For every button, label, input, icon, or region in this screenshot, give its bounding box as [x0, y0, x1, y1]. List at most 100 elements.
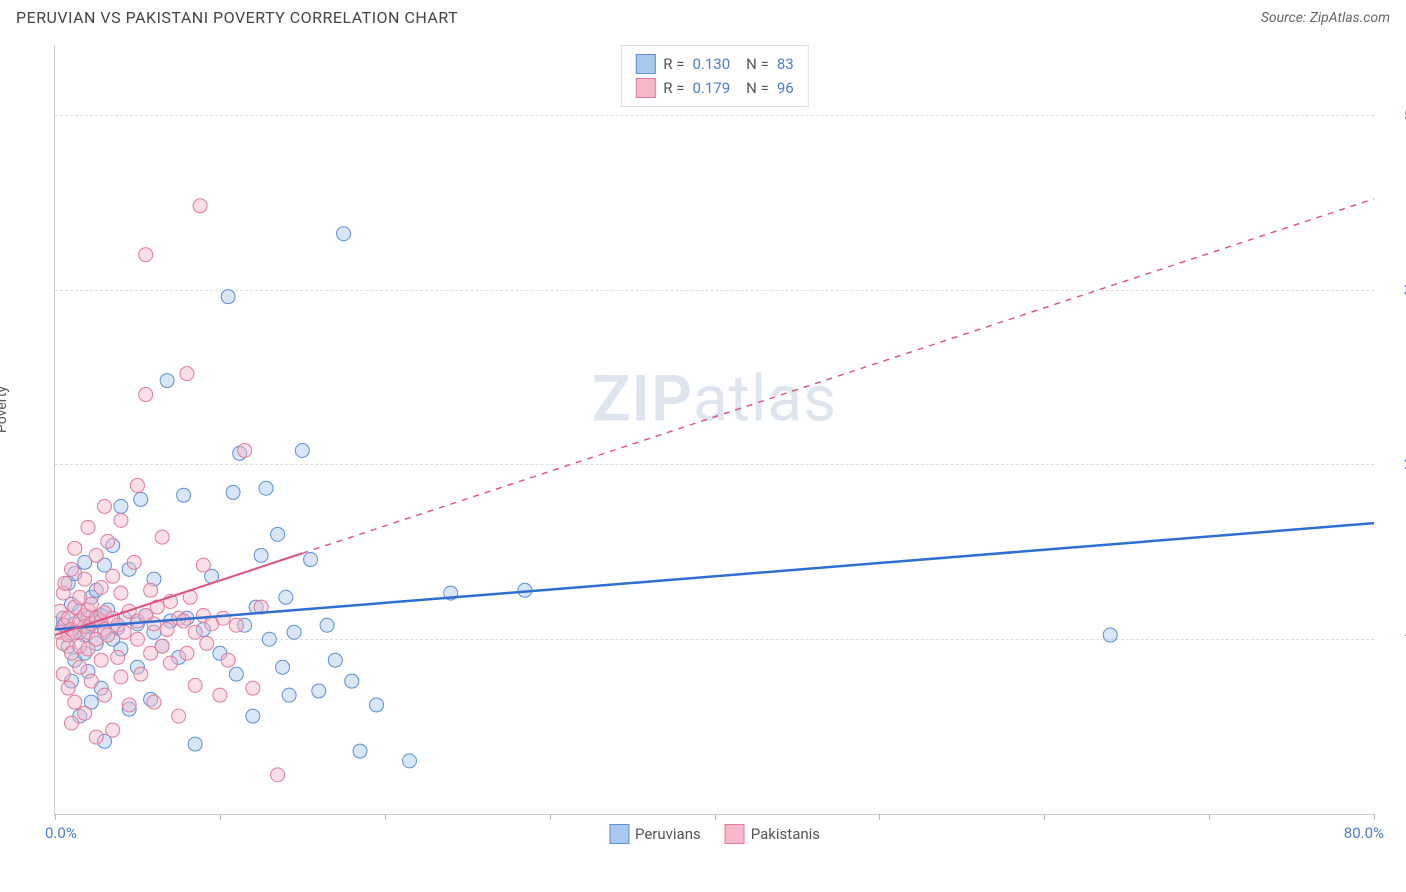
- y-tick-label: 25.0%: [1384, 455, 1406, 473]
- scatter-point: [58, 576, 72, 590]
- scatter-point: [134, 667, 148, 681]
- scatter-point: [320, 618, 334, 632]
- scatter-point: [188, 625, 202, 639]
- scatter-point: [279, 590, 293, 604]
- scatter-point: [134, 492, 148, 506]
- scatter-point: [111, 650, 125, 664]
- scatter-point: [304, 553, 318, 567]
- legend-item-2: Pakistanis: [725, 824, 820, 844]
- scatter-point: [213, 688, 227, 702]
- legend-series: Peruvians Pakistanis: [609, 824, 820, 844]
- scatter-point: [271, 768, 285, 782]
- scatter-point: [246, 681, 260, 695]
- scatter-point: [81, 520, 95, 534]
- scatter-point: [262, 632, 276, 646]
- scatter-point: [229, 618, 243, 632]
- scatter-point: [94, 580, 108, 594]
- scatter-point: [73, 660, 87, 674]
- scatter-point: [188, 678, 202, 692]
- scatter-point: [89, 548, 103, 562]
- scatter-point: [114, 499, 128, 513]
- scatter-point: [193, 199, 207, 213]
- scatter-point: [64, 716, 78, 730]
- trend-line: [55, 523, 1374, 629]
- x-tick: [715, 814, 716, 820]
- swatch-bottom-1: [609, 824, 629, 844]
- scatter-point: [78, 706, 92, 720]
- scatter-point: [312, 684, 326, 698]
- scatter-point: [188, 737, 202, 751]
- scatter-point: [177, 488, 191, 502]
- scatter-point: [127, 555, 141, 569]
- scatter-point: [122, 698, 136, 712]
- scatter-point: [353, 744, 367, 758]
- scatter-point: [337, 227, 351, 241]
- scatter-point: [160, 622, 174, 636]
- legend-row-1: R = 0.130 N = 83: [635, 52, 793, 76]
- scatter-point: [89, 730, 103, 744]
- plot-svg: [55, 45, 1374, 814]
- scatter-point: [106, 569, 120, 583]
- scatter-point: [144, 583, 158, 597]
- scatter-point: [130, 632, 144, 646]
- x-tick: [879, 814, 880, 820]
- x-max-label: 80.0%: [1344, 824, 1384, 842]
- scatter-point: [229, 667, 243, 681]
- legend-item-1: Peruvians: [609, 824, 701, 844]
- x-tick: [1044, 814, 1045, 820]
- scatter-point: [370, 698, 384, 712]
- chart-container: Poverty ZIPatlas R = 0.130 N = 83 R = 0.…: [12, 35, 1394, 875]
- scatter-point: [68, 541, 82, 555]
- scatter-point: [328, 653, 342, 667]
- swatch-series-1: [635, 54, 655, 74]
- scatter-point: [345, 674, 359, 688]
- scatter-point: [68, 695, 82, 709]
- scatter-point: [147, 695, 161, 709]
- scatter-point: [200, 636, 214, 650]
- scatter-point: [94, 653, 108, 667]
- scatter-point: [226, 485, 240, 499]
- legend-row-2: R = 0.179 N = 96: [635, 76, 793, 100]
- y-tick-label: 37.5%: [1384, 281, 1406, 299]
- scatter-point: [61, 681, 75, 695]
- scatter-point: [160, 374, 174, 388]
- scatter-point: [97, 499, 111, 513]
- scatter-point: [271, 527, 285, 541]
- scatter-point: [139, 248, 153, 262]
- swatch-bottom-2: [725, 824, 745, 844]
- chart-source: Source: ZipAtlas.com: [1261, 10, 1390, 26]
- scatter-point: [114, 513, 128, 527]
- scatter-point: [101, 534, 115, 548]
- scatter-point: [130, 478, 144, 492]
- scatter-point: [163, 656, 177, 670]
- x-tick: [385, 814, 386, 820]
- x-tick: [220, 814, 221, 820]
- x-tick: [1209, 814, 1210, 820]
- scatter-point: [84, 597, 98, 611]
- x-tick: [550, 814, 551, 820]
- x-tick: [1374, 814, 1375, 820]
- y-tick-label: 50.0%: [1384, 106, 1406, 124]
- chart-title: PERUVIAN VS PAKISTANI POVERTY CORRELATIO…: [16, 8, 458, 27]
- scatter-point: [180, 646, 194, 660]
- scatter-point: [287, 625, 301, 639]
- scatter-point: [172, 709, 186, 723]
- scatter-point: [238, 443, 252, 457]
- swatch-series-2: [635, 78, 655, 98]
- scatter-point: [155, 639, 169, 653]
- scatter-point: [139, 388, 153, 402]
- y-tick-label: 12.5%: [1384, 630, 1406, 648]
- scatter-point: [177, 614, 191, 628]
- scatter-point: [216, 611, 230, 625]
- scatter-point: [1103, 628, 1117, 642]
- scatter-point: [196, 558, 210, 572]
- scatter-point: [56, 667, 70, 681]
- scatter-point: [106, 723, 120, 737]
- scatter-point: [295, 443, 309, 457]
- scatter-point: [402, 754, 416, 768]
- legend-stats: R = 0.130 N = 83 R = 0.179 N = 96: [620, 45, 808, 107]
- scatter-point: [84, 674, 98, 688]
- scatter-point: [221, 653, 235, 667]
- x-min-label: 0.0%: [45, 824, 77, 842]
- scatter-point: [259, 481, 273, 495]
